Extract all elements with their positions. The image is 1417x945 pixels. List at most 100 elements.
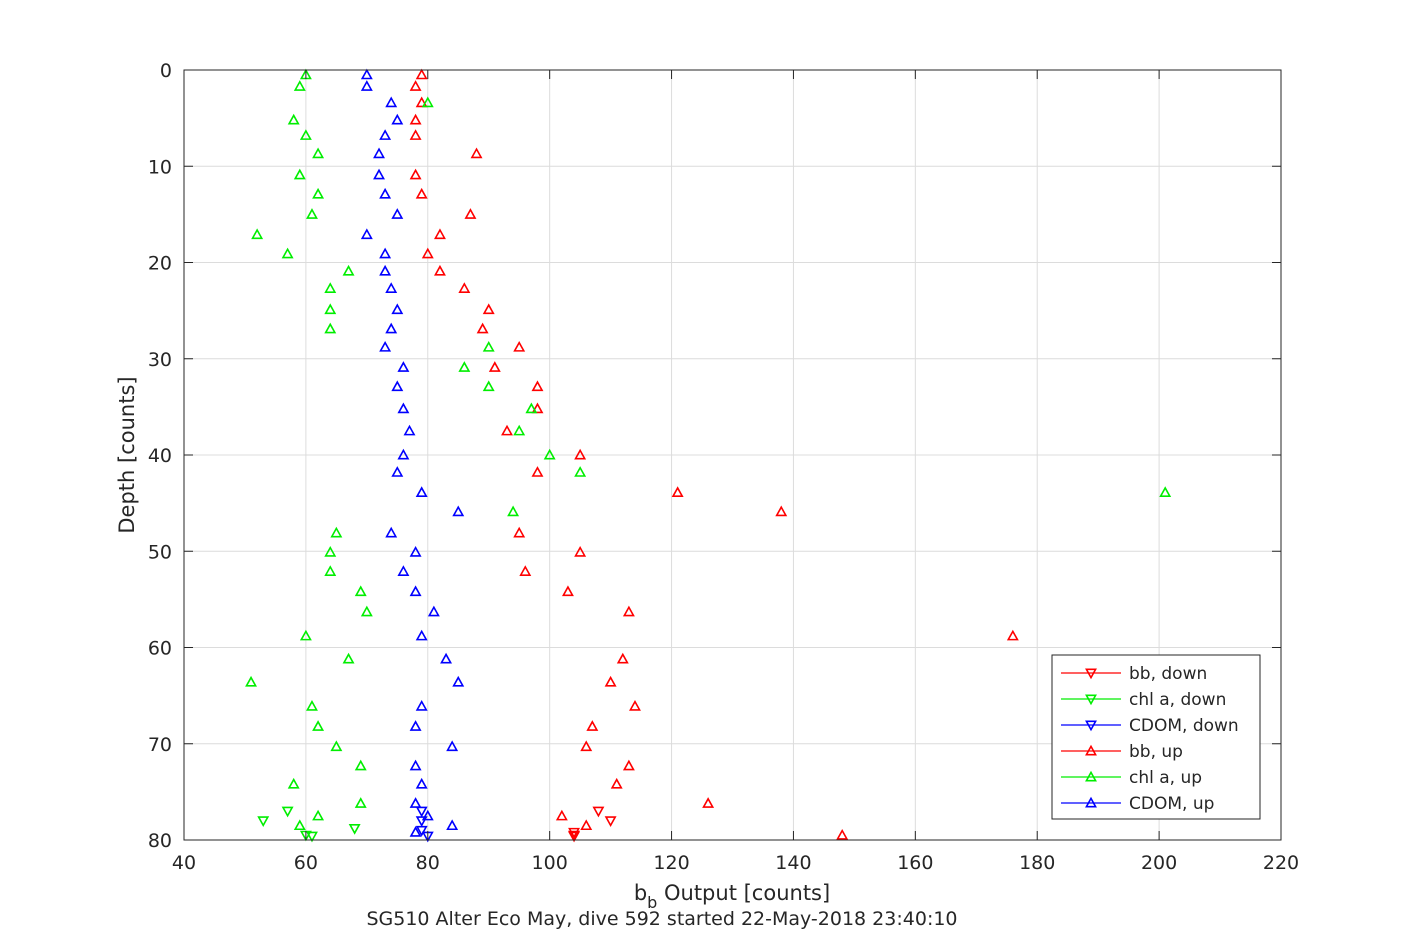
- data-point: [415, 187, 428, 199]
- legend-label: CDOM, down: [1129, 716, 1239, 736]
- data-point: [409, 113, 422, 125]
- data-point: [354, 585, 367, 597]
- series-bb-down: [568, 806, 617, 843]
- data-point: [452, 505, 465, 517]
- data-point: [312, 147, 325, 159]
- data-point: [519, 565, 532, 576]
- legend-marker: [1085, 796, 1097, 808]
- data-point: [513, 424, 526, 436]
- data-point: [531, 380, 544, 392]
- data-point: [385, 526, 398, 538]
- series-bb-up: [409, 68, 1019, 840]
- data-point: [409, 80, 422, 91]
- y-tick-label: 40: [148, 445, 172, 467]
- data-point: [385, 322, 398, 334]
- data-point: [373, 168, 385, 180]
- data-point: [1006, 629, 1019, 641]
- data-point: [324, 545, 337, 557]
- data-point: [415, 816, 428, 827]
- legend-marker: [1085, 770, 1097, 782]
- axis-ticks: 40 60 80 100 120 140 160 180 200 220 0 10 20 30 40 50 60…: [148, 60, 1299, 874]
- data-point: [482, 380, 495, 392]
- data-point: [379, 247, 392, 259]
- data-point: [342, 652, 355, 664]
- x-tick-label: 220: [1263, 852, 1299, 874]
- data-point: [409, 129, 422, 140]
- data-point: [574, 466, 587, 477]
- data-point: [580, 819, 593, 831]
- data-point: [775, 505, 788, 517]
- data-series: [245, 68, 1172, 843]
- data-point: [330, 740, 343, 752]
- data-point: [281, 247, 294, 259]
- data-point: [360, 68, 373, 80]
- data-point: [397, 565, 410, 576]
- data-point: [574, 448, 587, 460]
- x-axis-label: bb Output [counts]: [634, 881, 830, 912]
- data-point: [574, 545, 587, 557]
- data-point: [513, 526, 526, 538]
- data-point: [482, 340, 495, 352]
- data-point: [299, 129, 312, 140]
- data-point: [281, 806, 294, 818]
- series-cdom-up: [360, 68, 465, 837]
- data-point: [610, 777, 623, 789]
- y-tick-label: 50: [148, 541, 172, 563]
- data-point: [379, 340, 392, 352]
- data-point: [470, 147, 483, 159]
- data-point: [391, 303, 404, 315]
- data-point: [324, 322, 337, 334]
- data-point: [671, 486, 684, 498]
- data-point: [482, 303, 495, 315]
- data-point: [555, 809, 568, 821]
- data-point: [397, 402, 410, 414]
- legend-box: [1051, 654, 1261, 820]
- data-point: [586, 720, 599, 731]
- data-point: [287, 777, 300, 789]
- data-point: [312, 720, 325, 731]
- data-point: [379, 129, 392, 140]
- data-point: [391, 466, 404, 477]
- data-point: [434, 264, 446, 276]
- legend-label: CDOM, up: [1129, 794, 1214, 814]
- data-point: [421, 809, 434, 821]
- legend-label: chl a, down: [1129, 690, 1226, 710]
- data-point: [330, 526, 343, 538]
- data-point: [616, 652, 629, 664]
- legend-marker: [1085, 668, 1097, 680]
- data-point: [409, 826, 422, 837]
- data-point: [543, 448, 556, 460]
- data-point: [415, 486, 428, 498]
- data-point: [306, 208, 318, 219]
- data-point: [604, 816, 617, 827]
- data-point: [391, 113, 404, 125]
- data-point: [476, 322, 489, 334]
- data-point: [409, 168, 422, 180]
- data-point: [324, 282, 337, 293]
- data-point: [409, 797, 422, 808]
- data-point: [507, 505, 520, 517]
- data-point: [403, 424, 416, 436]
- x-tick-label: 180: [1019, 852, 1055, 874]
- legend: bb, down chl a, down CDOM, down bb, up chl a…: [1051, 654, 1261, 820]
- data-point: [629, 699, 641, 711]
- data-point: [293, 80, 306, 91]
- legend-marker: [1085, 694, 1097, 706]
- data-point: [421, 96, 434, 108]
- legend-label: bb, up: [1129, 742, 1183, 762]
- y-tick-label: 30: [148, 349, 172, 371]
- x-tick-label: 200: [1141, 852, 1177, 874]
- x-axis-label-subscript: b: [647, 893, 657, 912]
- legend-marker: [1085, 744, 1097, 756]
- data-point: [360, 228, 373, 240]
- data-point: [531, 466, 544, 477]
- data-point: [568, 831, 581, 843]
- data-point: [531, 402, 544, 414]
- data-point: [415, 825, 428, 837]
- data-point: [415, 96, 428, 108]
- data-point: [379, 187, 392, 199]
- data-point: [354, 759, 367, 771]
- data-point: [324, 565, 337, 576]
- data-point: [440, 652, 453, 664]
- legend-label: chl a, up: [1129, 768, 1202, 788]
